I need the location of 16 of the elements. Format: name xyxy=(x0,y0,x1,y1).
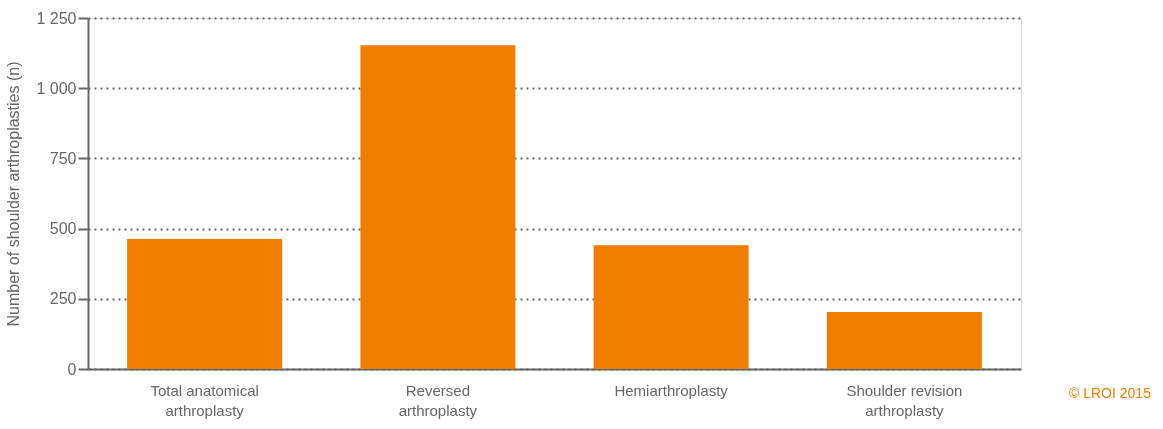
y-axis-title: Number of shoulder arthroplasties (n) xyxy=(5,61,23,327)
y-tick-label: 500 xyxy=(49,220,77,238)
x-tick-label: Shoulder revision arthroplasty xyxy=(846,381,963,419)
y-tick-label: 250 xyxy=(49,290,77,308)
x-tick-label: Reversed arthroplasty xyxy=(398,381,478,419)
y-tick-label: 0 xyxy=(67,360,77,378)
bar xyxy=(826,312,982,369)
y-tick-label: 1 000 xyxy=(36,79,77,97)
bar xyxy=(360,45,516,369)
text: © LROI 2015 xyxy=(1069,385,1152,401)
x-tick-label: Total anatomical arthroplasty xyxy=(150,381,259,419)
y-tick-label: 750 xyxy=(49,149,77,167)
bar xyxy=(593,245,749,369)
bar xyxy=(127,238,283,369)
y-tick-label: 1 250 xyxy=(36,9,77,27)
x-tick-label: Hemiarthroplasty xyxy=(614,381,729,399)
